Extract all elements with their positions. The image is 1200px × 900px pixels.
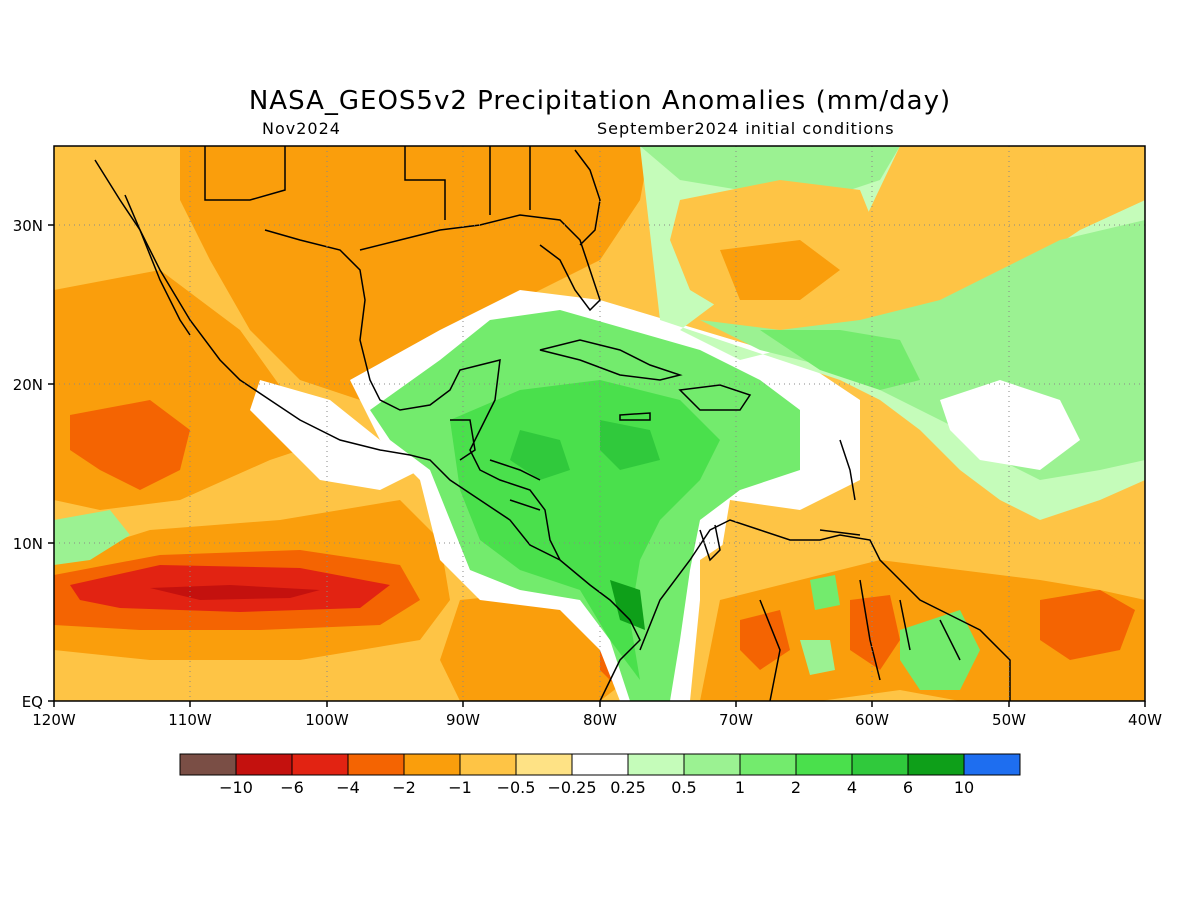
colorbar-label: 2: [791, 778, 801, 797]
lon-tick-label: 80W: [583, 711, 617, 729]
colorbar-label: −4: [336, 778, 360, 797]
sa-borders: [759, 579, 961, 701]
anomaly-neutral-coast: [250, 380, 420, 490]
colorbar-swatch: [235, 753, 293, 776]
anomaly-north-orange: [180, 146, 650, 400]
anomaly-sa-darkorange-guiana: [850, 595, 900, 670]
cuba-outline: [539, 339, 683, 381]
anomaly-atlantic-neutral: [940, 380, 1080, 470]
colorbar-label: 10: [954, 778, 974, 797]
graticule: [54, 146, 1145, 701]
lat-tick-labels: EQ 10N 20N 30N: [13, 217, 43, 711]
colorbar-swatch: [515, 753, 573, 776]
colorbar-label: 6: [903, 778, 913, 797]
lon-tick-label: 100W: [305, 711, 349, 729]
anomaly-caribbean-darkgreen-2: [600, 420, 660, 470]
anomaly-caribbean-darkgreen-1: [510, 430, 570, 480]
pacific-coastline: [94, 159, 641, 701]
forecast-month: Nov2024: [262, 119, 341, 138]
colorbar-label: 1: [735, 778, 745, 797]
colorbar-swatch: [795, 753, 853, 776]
colorbar-label: 0.25: [610, 778, 646, 797]
lon-tick-labels: 120W 110W 100W 90W 80W 70W 60W 50W 40W: [32, 711, 1162, 729]
lat-tick-label: 10N: [13, 535, 43, 553]
colorbar-swatch: [851, 753, 909, 776]
anomaly-north-atlantic-green: [640, 146, 900, 200]
colorbar-swatch: [291, 753, 349, 776]
hispaniola-outline: [678, 384, 752, 411]
colorbar-swatch: [403, 753, 461, 776]
colorbar-label: −2: [392, 778, 416, 797]
colorbar-swatch: [739, 753, 797, 776]
colorbar-swatch: [963, 753, 1021, 776]
colorbar-swatch: [571, 753, 629, 776]
lat-tick-label: EQ: [22, 693, 43, 711]
colorbar-label: 0.5: [671, 778, 696, 797]
us-atlantic-coast: [574, 149, 601, 246]
central-america-borders: [450, 419, 541, 511]
chart-title: NASA_GEOS5v2 Precipitation Anomalies (mm…: [248, 86, 952, 116]
lon-tick-label: 110W: [168, 711, 212, 729]
anomaly-sa-green-east: [900, 610, 980, 690]
anomaly-atlantic-midgreen: [760, 330, 920, 390]
colorbar-label: −10: [219, 778, 253, 797]
colorbar-label: 4: [847, 778, 857, 797]
anomaly-west-green: [54, 510, 130, 565]
colorbar-label: −6: [280, 778, 304, 797]
colorbar-label: −0.25: [547, 778, 596, 797]
lat-tick-label: 20N: [13, 376, 43, 394]
lat-tick-label: 30N: [13, 217, 43, 235]
lon-tick-label: 120W: [32, 711, 76, 729]
jamaica-outline: [619, 412, 651, 421]
anomaly-colombia-darkgreen: [610, 580, 645, 630]
baja-california: [124, 194, 191, 336]
anomaly-sa-green-north: [810, 575, 840, 610]
colorbar-label: −1: [448, 778, 472, 797]
anomaly-sa-darkorange-east: [1040, 590, 1135, 660]
colorbar-swatch: [179, 753, 237, 776]
anomaly-sa-green-west: [800, 640, 835, 675]
colorbar-label: −0.5: [497, 778, 536, 797]
anomaly-pacific-darkorange: [70, 400, 190, 490]
initial-conditions: September2024 initial conditions: [597, 119, 895, 138]
us-gulf-coast: [359, 214, 601, 312]
lon-tick-label: 70W: [719, 711, 753, 729]
maracaibo-outline: [699, 524, 721, 562]
us-state-borders: [204, 146, 531, 220]
lon-tick-label: 40W: [1128, 711, 1162, 729]
anomaly-ne-orange: [1040, 146, 1145, 220]
colorbar-swatch: [627, 753, 685, 776]
anomaly-field: [54, 146, 1145, 701]
colorbar-swatch: [459, 753, 517, 776]
gulf-coastline: [264, 229, 561, 561]
colorbar-swatch: [683, 753, 741, 776]
anomaly-atlantic-orange: [720, 240, 840, 300]
lon-tick-label: 50W: [992, 711, 1026, 729]
lon-tick-label: 90W: [446, 711, 480, 729]
lesser-antilles: [819, 439, 861, 536]
colorbar-swatch: [907, 753, 965, 776]
anomaly-itcz-darkred: [150, 585, 320, 600]
axis-ticks: [48, 224, 1146, 707]
anomaly-sa-darkorange-west: [740, 610, 790, 670]
colorbar-swatch: [347, 753, 405, 776]
lon-tick-label: 60W: [855, 711, 889, 729]
colorbar: −10 −6 −4 −2 −1 −0.5 −0.25 0.25 0.5 1 2 4 6 10: [179, 753, 1021, 797]
coastlines: [94, 146, 1011, 701]
